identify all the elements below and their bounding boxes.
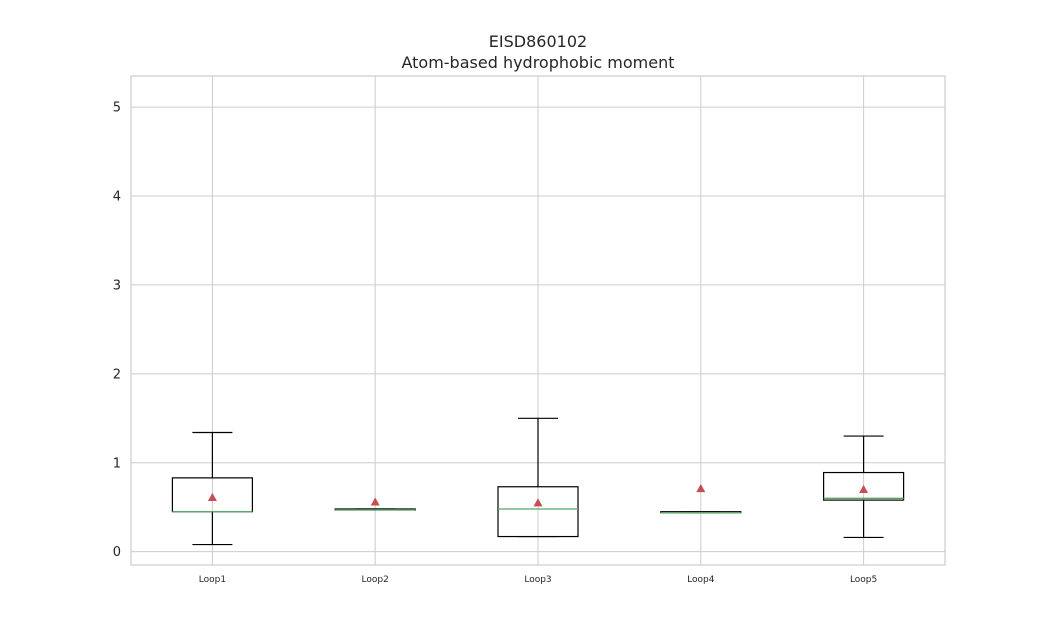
box-loop4 — [660, 484, 742, 514]
mean-marker — [859, 484, 869, 494]
y-tick-label: 1 — [113, 456, 121, 471]
box-loop5 — [822, 435, 905, 539]
chart-title-line1: EISD860102 — [489, 32, 587, 51]
mean-marker — [207, 492, 217, 502]
y-tick-label: 0 — [113, 545, 121, 560]
y-tick-label: 2 — [113, 367, 121, 382]
chart-title-line2: Atom-based hydrophobic moment — [401, 53, 674, 72]
x-tick-label: Loop4 — [687, 575, 715, 585]
box-series — [171, 417, 905, 546]
y-axis-ticks: 0 1 2 3 4 5 — [113, 101, 121, 561]
x-tick-label: Loop2 — [362, 575, 389, 585]
y-tick-label: 3 — [113, 278, 121, 293]
grid — [131, 76, 945, 565]
box-iqr — [497, 486, 579, 538]
y-tick-label: 4 — [113, 190, 121, 205]
x-tick-label: Loop1 — [199, 575, 226, 585]
x-tick-label: Loop3 — [524, 575, 551, 585]
mean-marker — [696, 484, 706, 493]
x-tick-label: Loop5 — [850, 575, 877, 585]
box-iqr — [822, 471, 905, 501]
x-axis-ticks: Loop1 Loop2 Loop3 Loop4 Loop5 — [199, 575, 878, 585]
mean-marker — [533, 498, 543, 507]
y-tick-label: 5 — [113, 101, 121, 116]
box-loop1 — [171, 431, 253, 546]
plot-frame — [130, 75, 946, 566]
box-loop3 — [497, 417, 579, 538]
box-loop2 — [334, 497, 416, 511]
mean-marker — [370, 497, 380, 506]
